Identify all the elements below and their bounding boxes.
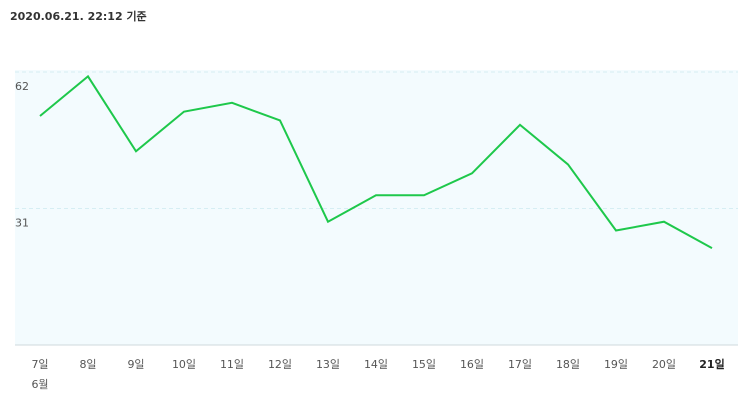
x-tick-label: 18일 <box>556 357 580 371</box>
x-tick-label: 17일 <box>508 357 532 371</box>
y-tick-label: 31 <box>15 217 29 230</box>
x-tick-label: 12일 <box>268 357 292 371</box>
x-tick-label: 14일 <box>364 357 388 371</box>
y-tick-label: 62 <box>15 80 29 93</box>
x-tick-label: 19일 <box>604 357 628 371</box>
x-tick-label: 21일 <box>699 357 724 371</box>
x-tick-label: 9일 <box>127 357 144 371</box>
x-tick-label: 20일 <box>652 357 676 371</box>
x-tick-label: 16일 <box>460 357 484 371</box>
x-tick-label: 15일 <box>412 357 436 371</box>
chart-title: 2020.06.21. 22:12 기준 <box>10 9 147 23</box>
month-label: 6월 <box>31 378 48 391</box>
plot-area <box>15 70 738 345</box>
x-tick-label: 7일 <box>31 357 48 371</box>
line <box>39 74 713 250</box>
x-tick-label: 11일 <box>220 357 244 371</box>
x-tick-label: 13일 <box>316 357 340 371</box>
x-tick-label: 10일 <box>172 357 196 371</box>
x-tick-label: 8일 <box>79 357 96 371</box>
